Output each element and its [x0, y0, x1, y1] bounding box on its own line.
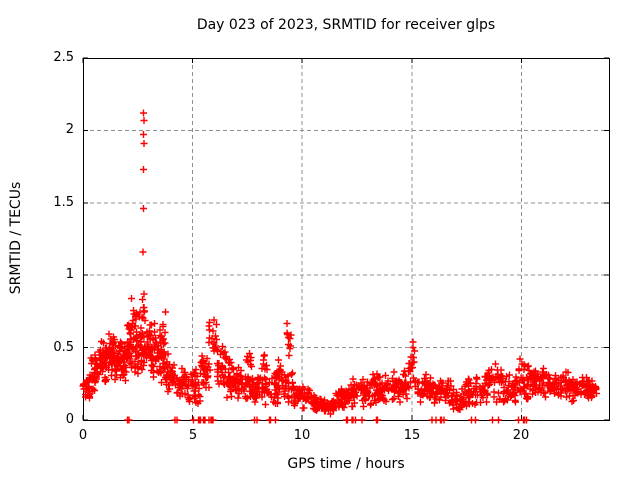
y-tick-label: 0.5: [53, 340, 74, 355]
x-tick-label: 5: [188, 428, 198, 443]
y-tick-label: 2: [65, 122, 74, 137]
y-tick-label: 0: [65, 412, 74, 427]
x-tick-label: 15: [403, 428, 421, 443]
x-tick-label: 20: [512, 428, 530, 443]
y-tick-label: 1.5: [53, 195, 74, 210]
x-axis-label: GPS time / hours: [287, 456, 405, 472]
x-tick-label: 10: [293, 428, 311, 443]
x-tick-label: 0: [78, 428, 88, 443]
y-tick-label: 1: [65, 267, 74, 282]
y-axis-label: SRMTID / TECUs: [8, 181, 24, 295]
y-tick-label: 2.5: [53, 50, 74, 65]
chart-title: Day 023 of 2023, SRMTID for receiver glp…: [196, 17, 496, 33]
